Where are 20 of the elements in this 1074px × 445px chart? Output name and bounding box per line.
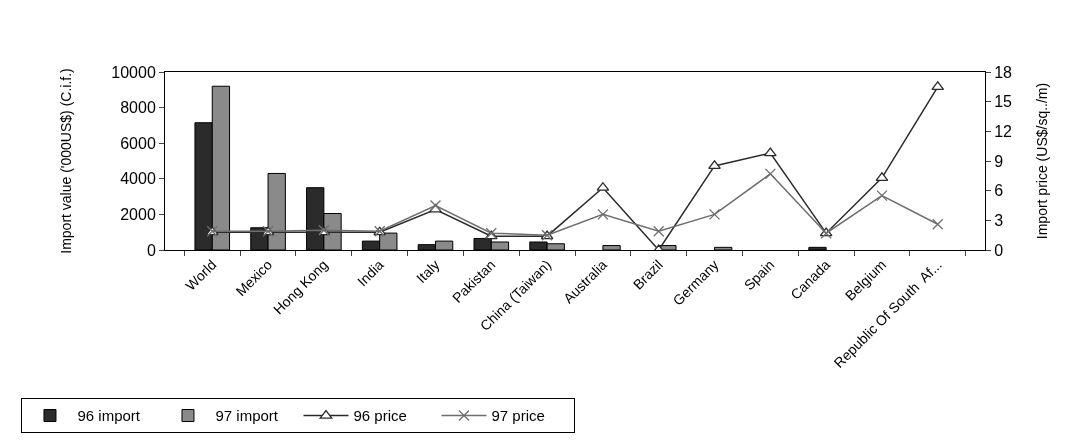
y2-tick-label: 18 — [994, 63, 1013, 81]
legend-label: 97 import — [215, 407, 279, 425]
y2-tick-label: 6 — [994, 182, 1004, 200]
y-tick-label: 4000 — [120, 170, 156, 188]
y-tick-label: 2000 — [120, 206, 156, 223]
y-tick-label: 0 — [146, 241, 156, 259]
y2-tick-label: 12 — [994, 122, 1013, 140]
x-tick-label: Italy — [413, 256, 443, 287]
legend-label: 97 price — [491, 407, 545, 425]
legend-label: 96 price — [353, 407, 407, 425]
y-tick-label: 6000 — [120, 134, 156, 152]
y-axis-title: Import value ('000US$) (C.i.f.) — [57, 68, 74, 254]
y2-tick-label: 15 — [994, 93, 1013, 111]
y2-tick-label: 9 — [994, 152, 1004, 170]
y2-tick-label: 0 — [994, 241, 1004, 259]
y-tick-label: 8000 — [120, 99, 156, 117]
y2-tick-label: 3 — [994, 211, 1004, 229]
y-tick-label: 10000 — [111, 63, 156, 81]
legend-label: 96 import — [77, 407, 141, 425]
y2-axis-title: Import price (US$/sq../m) — [1034, 82, 1051, 240]
